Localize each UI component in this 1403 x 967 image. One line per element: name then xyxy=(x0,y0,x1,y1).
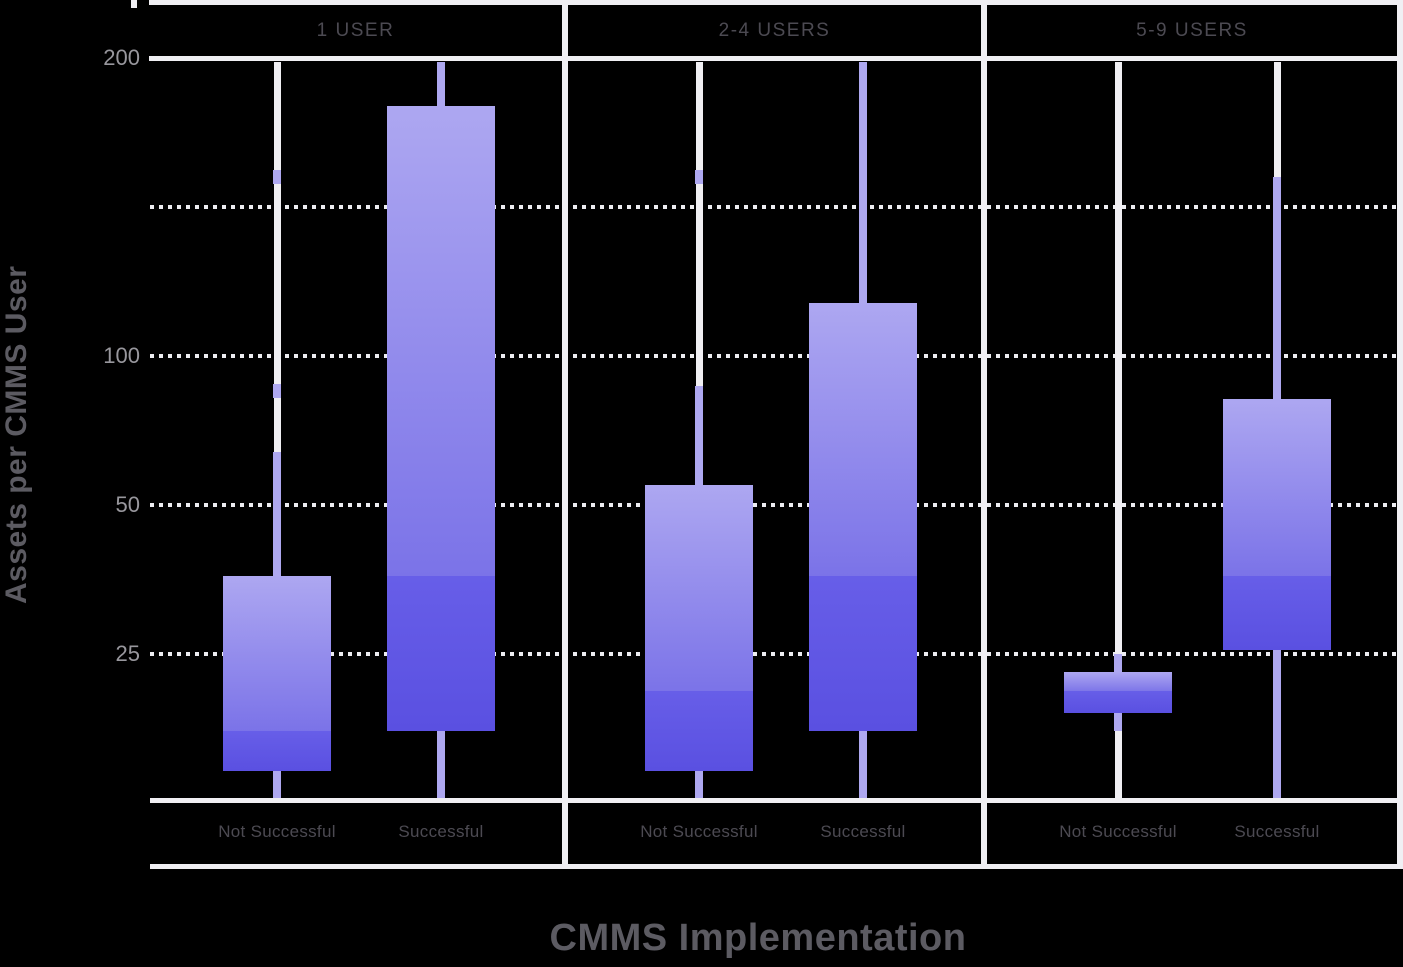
whisker-bottom-5-9-users-not-successful xyxy=(1114,713,1122,731)
category-gridline xyxy=(1115,62,1122,798)
category-label: Not Successful xyxy=(1059,822,1177,841)
box-upper-5-9-users-successful xyxy=(1223,399,1331,576)
whisker-top-2-4-users-not-successful xyxy=(695,386,703,485)
box-lower-2-4-users-successful xyxy=(809,576,917,731)
outlier-point-2-4-users-not-successful xyxy=(695,170,703,184)
whisker-bottom-2-4-users-successful xyxy=(859,731,867,798)
y-tick-label: 200 xyxy=(103,45,140,70)
box-lower-2-4-users-not-successful xyxy=(645,691,753,771)
facet-strip-label: 2-4 USERS xyxy=(718,20,831,41)
box-upper-1-user-not-successful xyxy=(223,576,331,731)
outlier-point-1-user-not-successful xyxy=(273,384,281,398)
strip-bottom-line xyxy=(149,56,1403,61)
whisker-top-5-9-users-not-successful xyxy=(1114,654,1122,672)
y-tick-label: 100 xyxy=(103,343,140,368)
category-gridline xyxy=(274,62,281,798)
whisker-bottom-1-user-not-successful xyxy=(273,771,281,798)
panel-separator xyxy=(981,0,987,869)
whisker-top-2-4-users-successful xyxy=(859,62,867,303)
box-lower-5-9-users-not-successful xyxy=(1064,691,1172,713)
category-label: Successful xyxy=(820,822,906,841)
dotted-gridline xyxy=(150,205,1403,209)
category-label: Not Successful xyxy=(218,822,336,841)
facet-strip-label: 1 USER xyxy=(316,20,395,41)
outlier-point-1-user-not-successful xyxy=(273,170,281,184)
box-lower-1-user-successful xyxy=(387,576,495,731)
dotted-gridline xyxy=(150,652,1403,656)
y-tick-label: 50 xyxy=(115,492,140,517)
bottom-border-line xyxy=(150,864,1403,869)
right-border-line xyxy=(1397,0,1403,869)
y-tick-label: 25 xyxy=(115,641,140,666)
category-label: Successful xyxy=(398,822,484,841)
box-upper-2-4-users-not-successful xyxy=(645,485,753,692)
panel-separator xyxy=(562,0,568,869)
x-axis-line xyxy=(150,798,1403,803)
whisker-top-1-user-not-successful xyxy=(273,452,281,576)
whisker-top-5-9-users-successful xyxy=(1273,177,1281,399)
whisker-bottom-2-4-users-not-successful xyxy=(695,771,703,798)
dotted-gridline xyxy=(150,503,1403,507)
box-upper-2-4-users-successful xyxy=(809,303,917,576)
category-label: Not Successful xyxy=(640,822,758,841)
dotted-gridline xyxy=(150,354,1403,358)
box-upper-5-9-users-not-successful xyxy=(1064,672,1172,692)
top-left-tick xyxy=(131,0,137,8)
whisker-bottom-1-user-successful xyxy=(437,731,445,798)
box-lower-1-user-not-successful xyxy=(223,731,331,771)
facet-strip-label: 5-9 USERS xyxy=(1136,20,1248,41)
box-upper-1-user-successful xyxy=(387,106,495,576)
whisker-bottom-5-9-users-successful xyxy=(1273,650,1281,798)
category-label: Successful xyxy=(1234,822,1320,841)
whisker-top-1-user-successful xyxy=(437,62,445,106)
strip-top-line xyxy=(149,0,1403,5)
box-lower-5-9-users-successful xyxy=(1223,576,1331,650)
x-axis-title: CMMS Implementation xyxy=(549,917,967,959)
